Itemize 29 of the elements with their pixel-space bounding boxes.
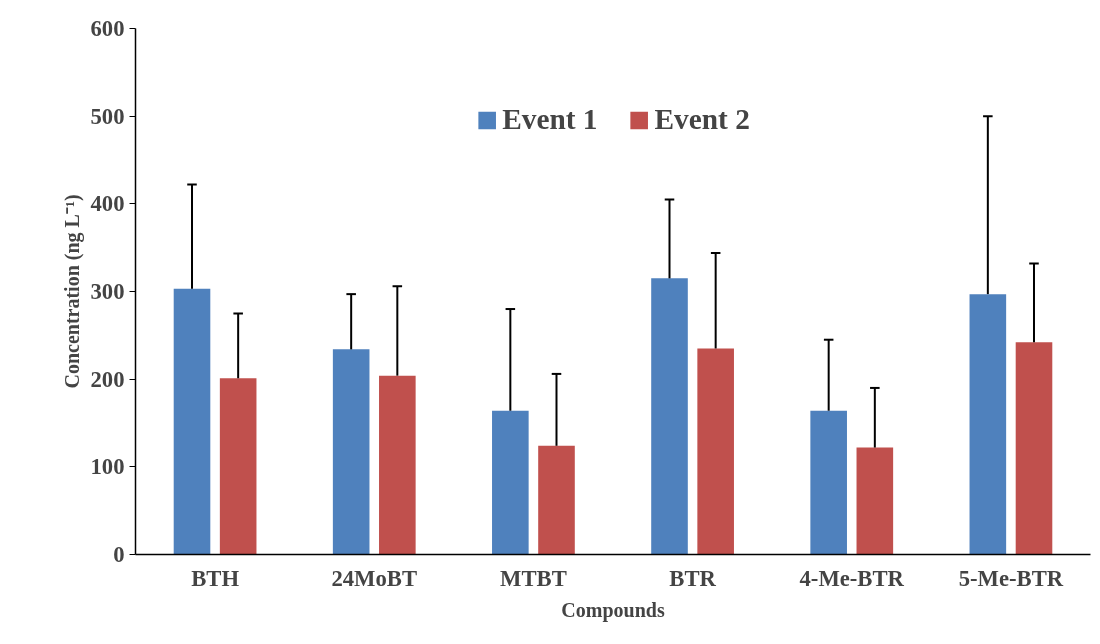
x-axis-title: Compounds <box>561 598 665 622</box>
bar <box>1015 342 1053 555</box>
bar <box>538 445 575 555</box>
y-tick-label: 400 <box>90 191 125 217</box>
y-tick-label: 200 <box>90 366 125 392</box>
bar <box>173 288 211 555</box>
bar <box>856 447 894 555</box>
bar <box>651 278 688 555</box>
y-tick-label: 500 <box>90 103 125 129</box>
x-tick-label: 5-Me-BTR <box>958 565 1064 591</box>
legend-label: Event 1 <box>502 103 598 136</box>
x-tick-label: 24MoBT <box>331 565 418 591</box>
bar <box>969 294 1007 555</box>
bar <box>332 349 370 555</box>
y-tick-label: 100 <box>90 454 125 480</box>
x-tick-label: BTR <box>669 565 717 591</box>
x-tick-label: BTH <box>191 565 240 591</box>
y-tick-label: 0 <box>113 542 125 567</box>
bar <box>219 378 257 555</box>
bar <box>379 375 416 555</box>
bar <box>810 410 847 555</box>
y-axis-title: Concentration (ng L⁻¹) <box>60 194 84 389</box>
x-tick-label: MTBT <box>500 565 567 591</box>
y-tick-label: 600 <box>90 16 125 41</box>
legend-label: Event 2 <box>654 103 750 136</box>
bar <box>697 348 734 555</box>
bar <box>492 410 529 555</box>
x-tick-label: 4-Me-BTR <box>799 565 905 591</box>
y-tick-label: 300 <box>90 279 125 304</box>
